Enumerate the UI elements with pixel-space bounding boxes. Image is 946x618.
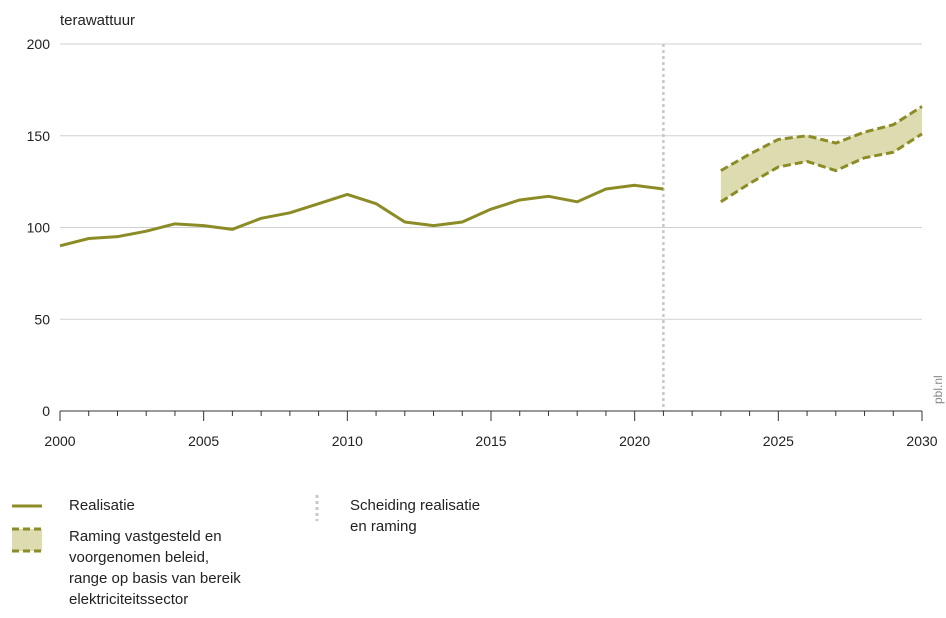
x-tick-label-2010: 2010 bbox=[332, 433, 363, 449]
series-line-0 bbox=[59, 183, 664, 248]
legend-label-scheiding: Scheiding realisatie en raming bbox=[350, 497, 481, 535]
x-tick-label-2000: 2000 bbox=[44, 433, 75, 449]
x-tick-label-2015: 2015 bbox=[475, 433, 506, 449]
y-tick-label-200: 200 bbox=[27, 36, 51, 52]
watermark: pbl.nl bbox=[931, 375, 945, 404]
legend-item-raming: Raming vastgesteld en voorgenomen beleid… bbox=[12, 526, 312, 616]
projection-band bbox=[720, 105, 923, 204]
legend-item-scheiding: Scheiding realisatie en raming bbox=[312, 493, 572, 541]
x-tick-label-2005: 2005 bbox=[188, 433, 219, 449]
x-axis bbox=[59, 410, 923, 421]
legend-label-realisatie: Realisatie bbox=[69, 497, 135, 514]
y-unit-label: terawattuur bbox=[60, 12, 135, 29]
band-upper-line bbox=[720, 105, 923, 172]
legend-line-swatch bbox=[12, 504, 42, 508]
band-area bbox=[720, 106, 922, 202]
gridlines bbox=[60, 43, 922, 411]
x-tick-label-2020: 2020 bbox=[619, 433, 650, 449]
y-tick-label-100: 100 bbox=[27, 220, 51, 236]
y-tick-label-150: 150 bbox=[27, 128, 51, 144]
tick-labels: 0 50 100 150 200 2000 2005 2010 2015 2020 2025 2030 bbox=[27, 36, 938, 449]
legend-divider-swatch bbox=[315, 495, 319, 521]
x-tick-label-2025: 2025 bbox=[763, 433, 794, 449]
legend-band-swatch bbox=[12, 527, 42, 553]
legend-item-realisatie: Realisatie bbox=[12, 493, 312, 517]
chart: 0 50 100 150 200 2000 2005 2010 2015 2020 2025 2030… bbox=[27, 12, 945, 449]
series-lines bbox=[59, 183, 664, 248]
y-tick-label-50: 50 bbox=[34, 311, 50, 327]
y-tick-label-0: 0 bbox=[42, 403, 50, 419]
x-tick-label-2030: 2030 bbox=[906, 433, 937, 449]
legend: Realisatie Raming vastgesteld en voorgen… bbox=[12, 493, 932, 618]
band-lower-line bbox=[720, 132, 923, 204]
legend-label-raming: Raming vastgesteld en voorgenomen beleid… bbox=[69, 528, 241, 608]
